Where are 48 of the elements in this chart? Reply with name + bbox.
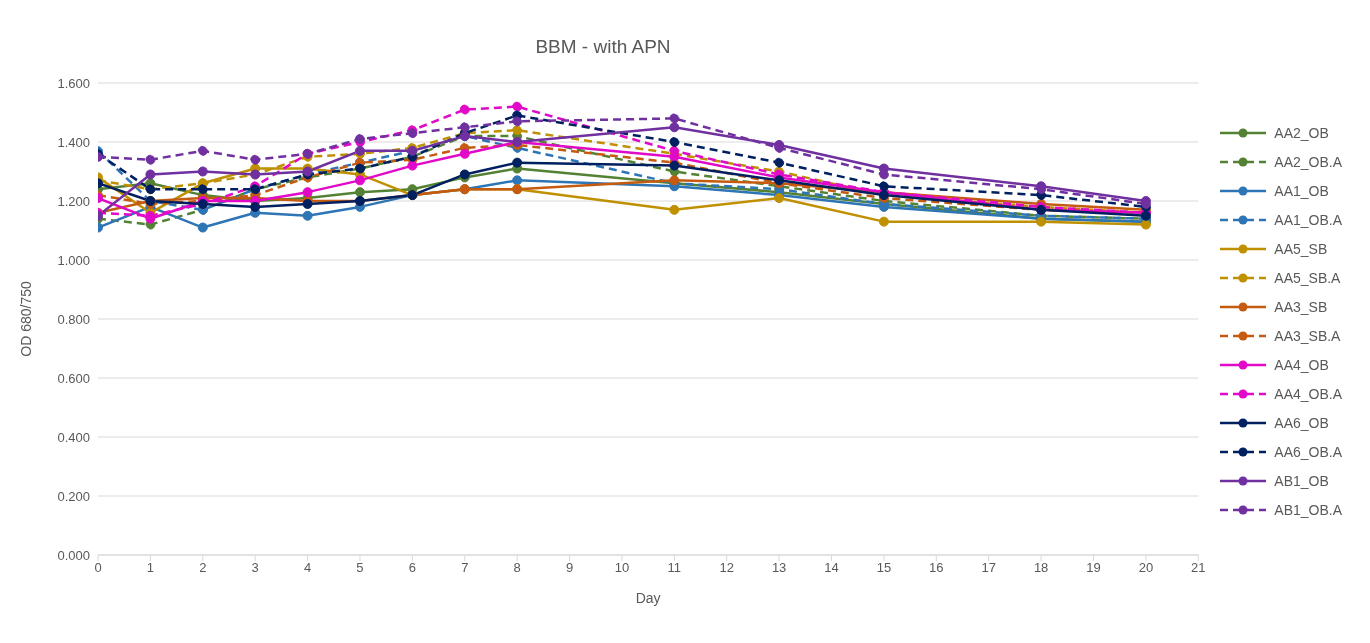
x-tick-label: 6 — [408, 560, 416, 576]
x-tick-label: 20 — [1138, 560, 1154, 576]
x-tick-label: 8 — [513, 560, 521, 576]
x-tick-label: 2 — [199, 560, 207, 576]
chart-title: BBM - with APN — [534, 36, 672, 58]
x-tick-label: 16 — [929, 560, 944, 576]
legend-label: AA4_OB — [1274, 357, 1329, 373]
x-tick-label: 18 — [1033, 560, 1049, 576]
y-tick-label: 1.400 — [57, 134, 90, 150]
legend-label: AA3_SB — [1274, 299, 1328, 315]
x-tick-label: 4 — [303, 560, 312, 576]
x-tick-label: 19 — [1086, 560, 1101, 576]
legend-label: AA1_OB.A — [1274, 212, 1342, 228]
legend-label: AA6_OB.A — [1274, 444, 1342, 460]
x-tick-label: 14 — [824, 560, 839, 576]
legend-label: AA5_SB.A — [1274, 270, 1341, 286]
y-tick-label: 0.600 — [57, 370, 90, 386]
x-tick-label: 9 — [565, 560, 574, 576]
x-tick-label: 10 — [614, 560, 630, 576]
y-tick-label: 1.000 — [57, 252, 90, 268]
x-tick-label: 13 — [771, 560, 787, 576]
x-tick-label: 5 — [356, 560, 364, 576]
y-tick-label: 0.400 — [57, 429, 90, 445]
x-tick-label: 21 — [1191, 560, 1206, 576]
y-tick-label: 0.000 — [57, 547, 90, 563]
x-tick-label: 0 — [94, 560, 102, 576]
x-tick-label: 1 — [146, 560, 155, 576]
legend-label: AA6_OB — [1274, 415, 1329, 431]
x-tick-label: 7 — [461, 560, 469, 576]
y-tick-label: 1.200 — [57, 193, 90, 209]
legend-label: AA5_SB — [1274, 241, 1328, 257]
legend-label: AB1_OB — [1274, 473, 1329, 489]
y-tick-label: 0.800 — [57, 311, 90, 327]
legend-label: AA4_OB.A — [1274, 386, 1342, 402]
legend-label: AB1_OB.A — [1274, 502, 1342, 518]
x-axis-title: Day — [635, 590, 661, 606]
x-tick-label: 3 — [251, 560, 259, 576]
legend-label: AA1_OB — [1274, 183, 1329, 199]
y-axis-title: OD 680/750 — [17, 281, 34, 357]
y-tick-label: 0.200 — [57, 488, 90, 504]
x-tick-label: 17 — [981, 560, 996, 576]
legend-label: AA2_OB.A — [1274, 154, 1342, 170]
x-tick-label: 11 — [667, 560, 682, 576]
y-tick-label: 1.600 — [57, 75, 90, 91]
legend-label: AA3_SB.A — [1274, 328, 1341, 344]
x-tick-label: 12 — [719, 560, 734, 576]
legend-label: AA2_OB — [1274, 125, 1329, 141]
x-tick-label: 15 — [876, 560, 892, 576]
